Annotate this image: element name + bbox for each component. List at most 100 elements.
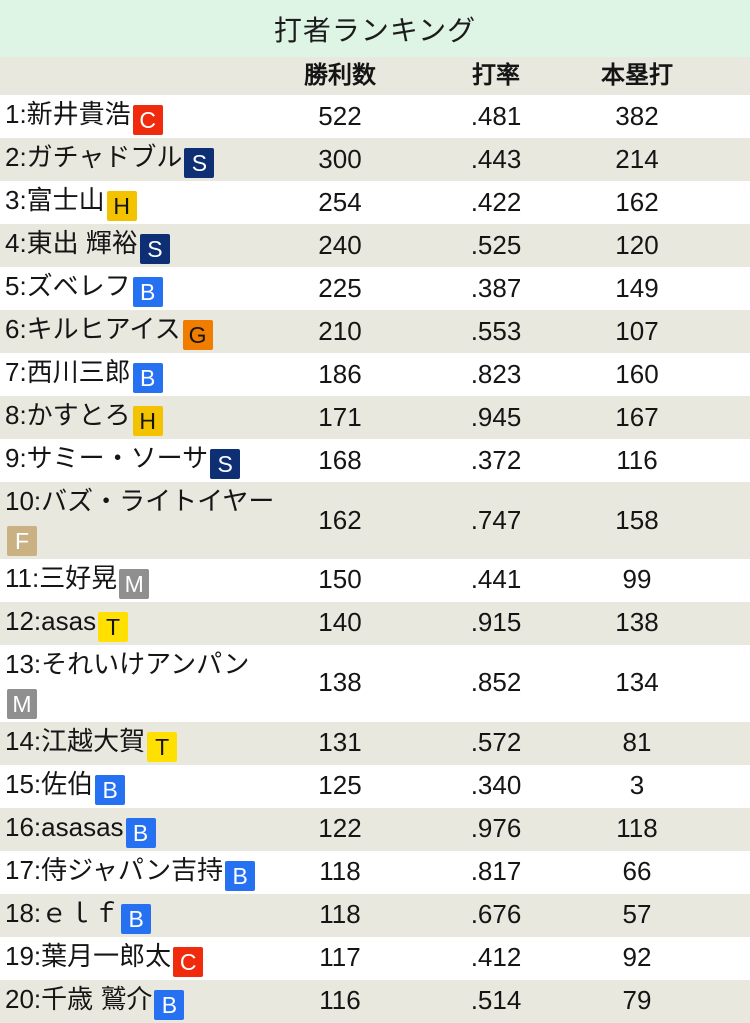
table-row: 4:東出 輝裕 S 240 .525 120	[0, 224, 750, 267]
hr-value: 167	[615, 401, 659, 432]
player-name-cell: 10:バズ・ライトイヤー F	[0, 482, 280, 559]
avg-value: .387	[470, 272, 522, 303]
player-name-cell: 14:江越大賀 T	[0, 722, 280, 765]
player-name-cell: 6:キルヒアイス G	[0, 310, 280, 353]
player-name-cell: 13:それいけアンパン M	[0, 645, 280, 722]
player-name-cell: 18:ｅｌｆ B	[0, 894, 280, 937]
wins-value: 118	[319, 899, 361, 930]
player-rank-name: 2:ガチャドブル	[5, 142, 183, 172]
hr-value: 99	[622, 564, 652, 595]
hr-value: 79	[622, 985, 652, 1016]
team-badge: M	[119, 568, 150, 599]
player-rank-name: 16:asasas	[5, 811, 124, 842]
avg-value: .340	[470, 770, 522, 801]
wins-value: 131	[318, 727, 362, 758]
table-row: 3:富士山 H 254 .422 162	[0, 181, 750, 224]
avg-value: .412	[470, 942, 522, 973]
avg-value: .441	[470, 564, 522, 595]
wins-value: 225	[318, 272, 362, 303]
team-badge: S	[210, 449, 241, 479]
team-badge: T	[98, 611, 129, 642]
table-body: 1:新井貴浩 C 522 .481 382 2:ガチャドブル S 300 .443 …	[0, 95, 750, 1023]
player-name-cell: 20:千歳 鷲介 B	[0, 980, 280, 1023]
player-name-cell: 15:佐伯 B	[0, 765, 280, 808]
hr-value: 214	[615, 143, 659, 174]
avg-value: .443	[470, 143, 522, 174]
page-title: 打者ランキング	[273, 14, 477, 46]
team-badge: B	[132, 277, 163, 307]
table-row: 14:江越大賀 T 131 .572 81	[0, 721, 750, 765]
column-header-homeruns: 本塁打	[601, 62, 673, 90]
player-rank-name: 4:東出 輝裕	[5, 228, 138, 258]
avg-value: .676	[470, 899, 522, 930]
player-name-cell: 2:ガチャドブル S	[0, 138, 280, 181]
team-badge: S	[184, 148, 215, 178]
avg-value: .514	[470, 985, 522, 1016]
avg-value: .823	[470, 358, 522, 389]
table-row: 12:asas T 140 .915 138	[0, 601, 750, 645]
hr-value: 162	[615, 186, 659, 217]
table-row: 11:三好晃 M 150 .441 99	[0, 558, 750, 602]
team-badge: T	[147, 731, 178, 762]
ranking-table[interactable]: 勝利数 打率 本塁打 1:新井貴浩 C 522 .481 382 2:ガチャドブル…	[0, 57, 750, 1023]
team-badge: H	[132, 406, 163, 436]
hr-value: 107	[615, 315, 659, 346]
table-row: 10:バズ・ライトイヤー F 162 .747 158	[0, 482, 750, 559]
player-name-cell: 8:かすとろ H	[0, 396, 280, 439]
player-rank-name: 19:葉月一郎太	[5, 940, 172, 971]
player-rank-name: 10:バズ・ライトイヤー	[5, 486, 275, 516]
player-name-cell: 7:西川三郎 B	[0, 353, 280, 396]
wins-value: 122	[318, 813, 362, 844]
avg-value: .572	[470, 727, 522, 758]
table-row: 2:ガチャドブル S 300 .443 214	[0, 138, 750, 181]
avg-value: .852	[470, 667, 522, 698]
wins-value: 116	[319, 985, 361, 1016]
team-badge: M	[7, 688, 37, 719]
avg-value: .945	[470, 401, 522, 432]
player-rank-name: 6:キルヒアイス	[5, 314, 181, 344]
wins-value: 522	[318, 100, 362, 131]
player-name-cell: 9:サミー・ソーサ S	[0, 439, 280, 482]
player-rank-name: 13:それいけアンパン	[5, 648, 250, 679]
wins-value: 168	[318, 444, 362, 475]
player-rank-name: 1:新井貴浩	[5, 99, 131, 129]
wins-value: 171	[318, 401, 362, 432]
wins-value: 125	[318, 770, 362, 801]
team-badge: B	[154, 989, 185, 1020]
table-row: 19:葉月一郎太 C 117 .412 92	[0, 936, 750, 980]
wins-value: 150	[318, 564, 362, 595]
wins-value: 210	[318, 315, 362, 346]
player-rank-name: 7:西川三郎	[5, 357, 131, 387]
hr-value: 149	[615, 272, 659, 303]
avg-value: .976	[470, 813, 522, 844]
table-row: 18:ｅｌｆ B 118 .676 57	[0, 893, 750, 937]
page-title-bar: 打者ランキング	[0, 0, 750, 57]
wins-value: 140	[318, 607, 362, 638]
player-name-cell: 1:新井貴浩 C	[0, 95, 280, 138]
table-row: 13:それいけアンパン M 138 .852 134	[0, 644, 750, 722]
avg-value: .422	[470, 186, 522, 217]
table-row: 15:佐伯 B 125 .340 3	[0, 764, 750, 808]
team-badge: B	[132, 363, 163, 393]
table-row: 20:千歳 鷲介 B 116 .514 79	[0, 979, 750, 1023]
team-badge: H	[106, 191, 137, 221]
team-badge: F	[7, 525, 37, 556]
player-name-cell: 5:ズベレフ B	[0, 267, 280, 310]
player-name-cell: 4:東出 輝裕 S	[0, 224, 280, 267]
table-header-row: 勝利数 打率 本塁打	[0, 57, 750, 95]
hr-value: 120	[615, 229, 659, 260]
hr-value: 138	[615, 607, 659, 638]
player-name-cell: 11:三好晃 M	[0, 559, 280, 602]
team-badge: C	[132, 105, 163, 135]
player-rank-name: 8:かすとろ	[5, 400, 131, 430]
avg-value: .553	[470, 315, 522, 346]
table-row: 16:asasas B 122 .976 118	[0, 807, 750, 851]
team-badge: B	[121, 903, 152, 934]
table-row: 8:かすとろ H 171 .945 167	[0, 396, 750, 439]
player-rank-name: 14:江越大賀	[5, 725, 146, 756]
player-rank-name: 11:三好晃	[5, 562, 118, 593]
player-rank-name: 18:ｅｌｆ	[5, 897, 120, 928]
column-header-wins: 勝利数	[304, 62, 376, 90]
wins-value: 254	[318, 186, 362, 217]
